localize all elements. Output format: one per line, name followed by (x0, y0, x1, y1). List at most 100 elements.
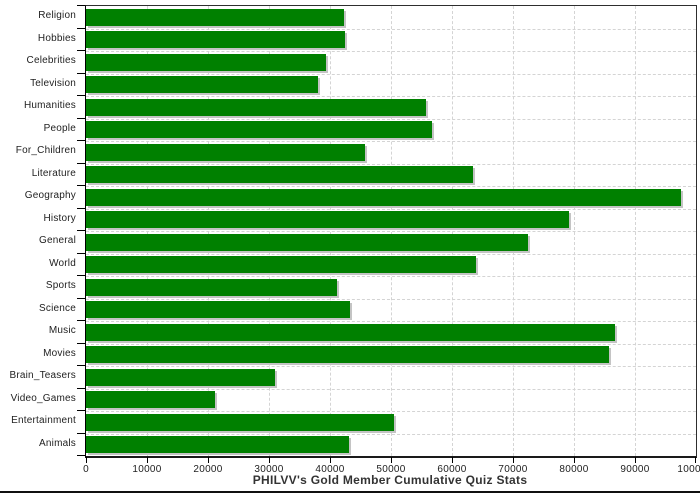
y-axis-label-sports: Sports (45, 280, 76, 291)
x-axis-label-70000: 70000 (498, 464, 528, 475)
y-axis-label-movies: Movies (43, 347, 76, 359)
bar-music (86, 323, 616, 341)
horizontal-gridline (86, 343, 696, 345)
y-axis-label-entertainment: Entertainment (11, 415, 76, 426)
y-axis-tick (77, 387, 85, 389)
horizontal-gridline (86, 321, 696, 322)
bar-for-children (86, 143, 365, 161)
x-axis-label-60000: 60000 (437, 464, 467, 475)
x-axis-tick (391, 457, 392, 463)
y-axis-tick (77, 162, 85, 164)
x-axis-tick (574, 457, 575, 463)
y-axis-label-brain-teasers: Brain_Teasers (9, 370, 76, 381)
bar-hobbies (86, 31, 345, 49)
y-axis-label-literature: Literature (31, 167, 76, 179)
y-axis-label-humanities: Humanities (23, 100, 76, 111)
y-axis-tick (77, 5, 85, 6)
window-bottom-border (0, 491, 700, 493)
horizontal-gridline (86, 208, 696, 210)
horizontal-gridline (86, 388, 696, 390)
y-axis-tick (77, 27, 85, 29)
chart-title: PHILVV's Gold Member Cumulative Quiz Sta… (252, 473, 528, 487)
x-axis-label-50000: 50000 (376, 464, 406, 475)
x-axis-label-80000: 80000 (559, 464, 589, 475)
horizontal-gridline (86, 73, 696, 75)
x-axis-tick (269, 457, 270, 463)
y-axis-tick (77, 432, 85, 434)
y-axis-tick (77, 140, 85, 141)
x-axis-label-90000: 90000 (620, 464, 650, 475)
bar-science (86, 301, 350, 319)
y-axis-tick (77, 230, 85, 231)
y-axis-label-celebrities: Celebrities (26, 55, 76, 66)
bar-people (86, 121, 432, 139)
y-axis-tick (77, 95, 85, 96)
y-axis-label-history: History (43, 212, 76, 224)
bar-video-games (86, 391, 215, 409)
bar-sports (86, 278, 337, 296)
y-axis-label-animals: Animals (39, 437, 76, 449)
bar-brain-teasers (86, 368, 276, 386)
x-axis-label-100000: 100000 (677, 464, 700, 475)
horizontal-gridline (86, 186, 696, 187)
horizontal-gridline (86, 253, 696, 255)
y-axis-label-geography: Geography (24, 190, 76, 201)
bar-animals (86, 436, 349, 454)
y-axis-tick (77, 320, 85, 321)
horizontal-gridline (86, 433, 696, 435)
bar-celebrities (86, 53, 326, 71)
x-axis-label-40000: 40000 (315, 464, 345, 475)
bar-world (86, 256, 477, 274)
y-axis-tick (77, 365, 85, 366)
y-axis-tick (77, 117, 85, 119)
y-axis-label-science: Science (39, 302, 76, 314)
bar-movies (86, 346, 609, 364)
horizontal-gridline (86, 96, 696, 97)
x-axis-tick (452, 457, 453, 463)
bar-humanities (86, 98, 426, 116)
y-axis-tick (77, 275, 85, 276)
horizontal-gridline (86, 28, 696, 30)
y-axis-tick (77, 207, 85, 209)
x-axis-tick (147, 457, 148, 463)
bar-history (86, 211, 570, 229)
y-axis-label-music: Music (48, 325, 76, 336)
horizontal-gridline (86, 118, 696, 120)
bar-literature (86, 166, 474, 184)
y-axis-tick (77, 297, 85, 299)
x-axis-label-20000: 20000 (193, 464, 223, 475)
horizontal-gridline (86, 141, 696, 142)
y-axis-tick (77, 455, 85, 456)
x-axis-tick (330, 457, 331, 463)
y-axis-label-people: People (43, 122, 76, 134)
x-axis-tick (208, 457, 209, 463)
plot-area (85, 5, 697, 458)
horizontal-gridline (86, 411, 696, 412)
x-axis-tick (635, 457, 636, 463)
bar-entertainment (86, 413, 395, 431)
y-axis-tick (77, 410, 85, 411)
bar-general (86, 233, 529, 251)
x-axis-label-10000: 10000 (132, 464, 162, 475)
x-axis-tick (86, 457, 87, 463)
y-axis-label-for-children: For_Children (15, 145, 76, 156)
y-axis-label-video-games: Video_Games (10, 392, 76, 404)
bar-geography (86, 188, 681, 206)
y-axis-label-hobbies: Hobbies (37, 32, 76, 44)
x-axis-label-0: 0 (83, 464, 89, 475)
y-axis-label-television: Television (30, 77, 76, 89)
horizontal-gridline (86, 163, 696, 165)
x-axis-tick (513, 457, 514, 463)
x-axis-label-30000: 30000 (254, 464, 284, 475)
y-axis-label-general: General (39, 235, 76, 246)
y-axis-tick (77, 50, 85, 51)
bar-religion (86, 8, 345, 26)
horizontal-gridline (86, 231, 696, 232)
y-axis-label-religion: Religion (38, 10, 76, 21)
horizontal-gridline (86, 298, 696, 300)
y-axis-tick (77, 342, 85, 344)
horizontal-gridline (86, 366, 696, 367)
horizontal-gridline (86, 276, 696, 277)
horizontal-gridline (86, 51, 696, 52)
